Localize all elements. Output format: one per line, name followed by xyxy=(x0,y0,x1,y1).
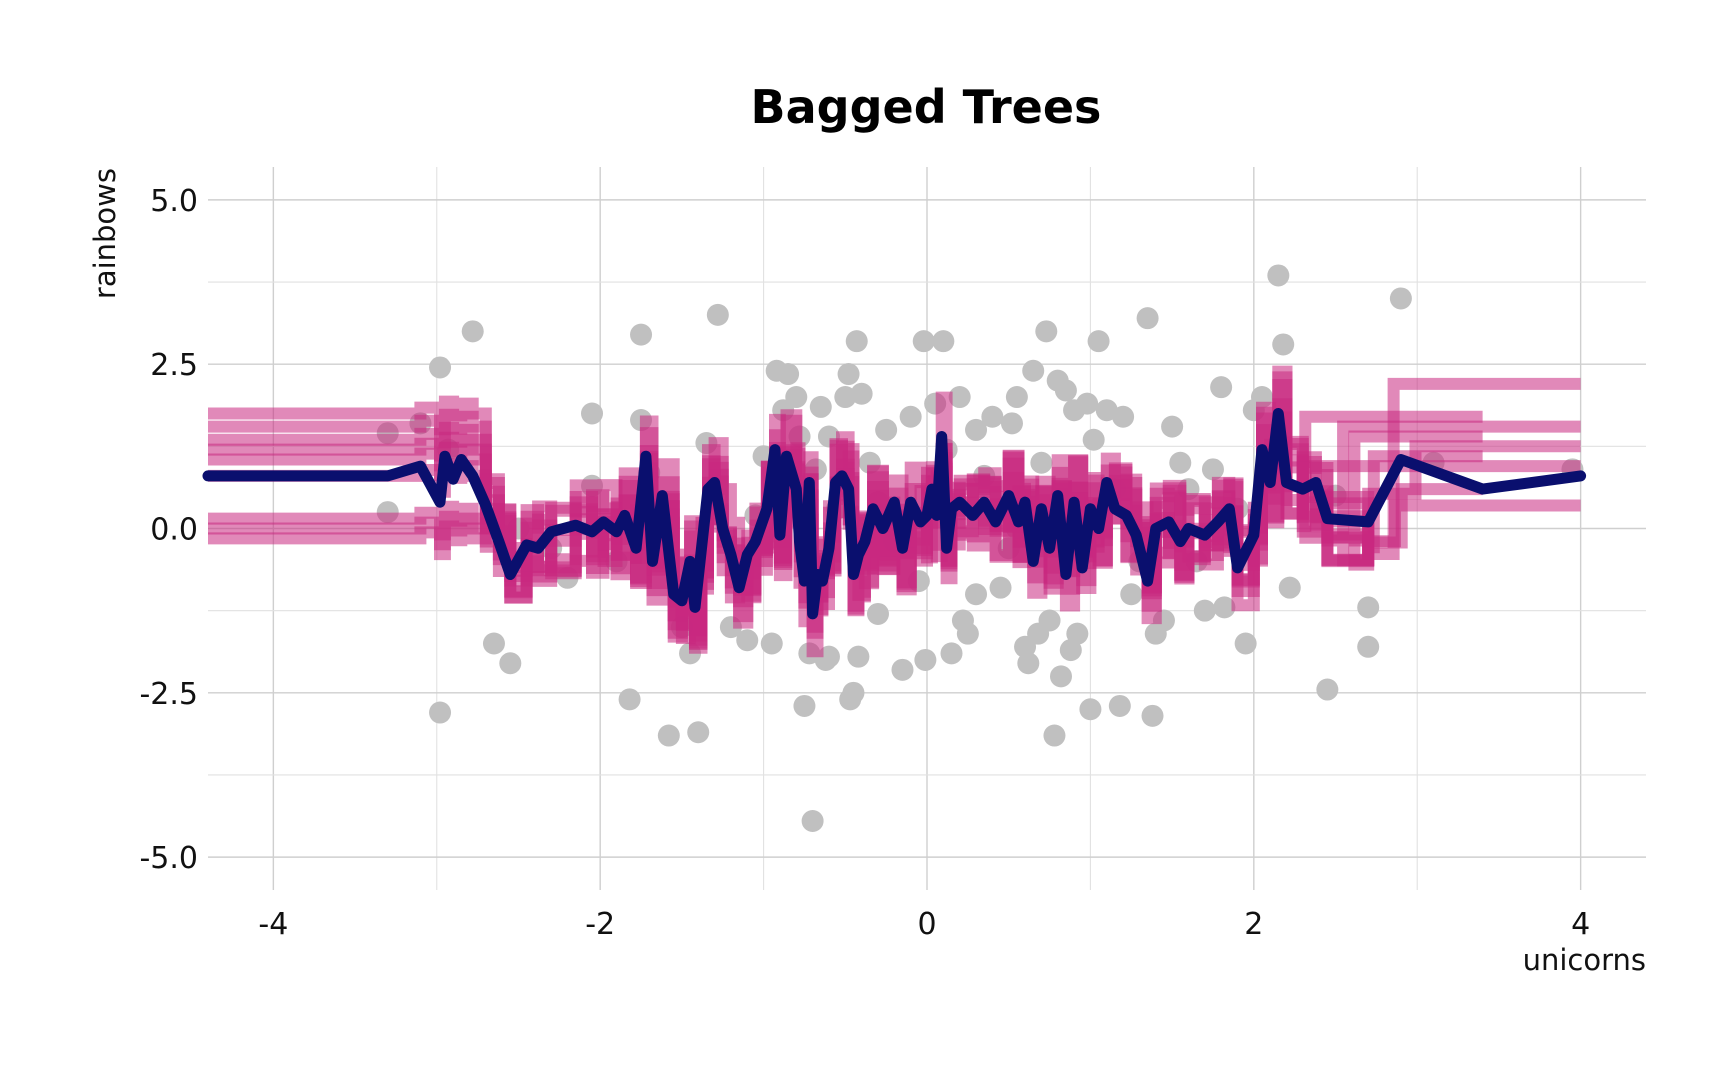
x-tick-labels: -4 -2 0 2 4 xyxy=(258,907,1590,942)
x-tick-label: 4 xyxy=(1571,907,1590,942)
average-line xyxy=(202,408,1587,620)
tree-line xyxy=(208,409,1581,650)
data-point xyxy=(965,583,988,606)
y-axis-label: rainbows xyxy=(88,168,122,299)
x-axis-label: unicorns xyxy=(1523,943,1646,977)
data-point xyxy=(842,681,865,704)
data-point xyxy=(932,330,955,353)
data-point xyxy=(657,724,680,747)
data-point xyxy=(899,405,922,428)
data-point xyxy=(1049,665,1072,688)
data-point xyxy=(461,320,484,343)
data-point xyxy=(866,602,889,625)
chart-title: Bagged Trees xyxy=(751,80,1102,134)
data-point xyxy=(630,323,653,346)
data-point xyxy=(948,386,971,409)
data-point xyxy=(1043,724,1066,747)
data-point xyxy=(1030,451,1053,474)
y-tick-label: -5.0 xyxy=(139,841,198,876)
data-point xyxy=(914,648,937,671)
data-point xyxy=(1210,376,1233,399)
data-point xyxy=(499,652,522,675)
data-point xyxy=(1000,412,1023,435)
y-tick-label: 0.0 xyxy=(150,513,198,548)
data-point xyxy=(1054,379,1077,402)
data-point xyxy=(736,629,759,652)
data-point xyxy=(706,303,729,326)
data-point xyxy=(981,405,1004,428)
data-point xyxy=(1357,596,1380,619)
data-point xyxy=(1120,583,1143,606)
data-point xyxy=(1213,596,1236,619)
data-point xyxy=(837,363,860,386)
data-point xyxy=(429,356,452,379)
data-point xyxy=(785,386,808,409)
data-point xyxy=(1038,609,1061,632)
data-point xyxy=(1272,333,1295,356)
data-point xyxy=(845,330,868,353)
data-point xyxy=(760,632,783,655)
x-tick-label: -4 xyxy=(258,907,288,942)
data-point xyxy=(429,701,452,724)
data-point xyxy=(809,395,832,418)
data-point xyxy=(912,330,935,353)
data-point xyxy=(850,382,873,405)
data-point xyxy=(801,809,824,832)
data-point xyxy=(1144,622,1167,645)
average-line-group xyxy=(202,408,1587,620)
data-point xyxy=(1136,307,1159,330)
data-point xyxy=(581,402,604,425)
data-point xyxy=(1022,359,1045,382)
data-point xyxy=(891,658,914,681)
data-point xyxy=(1267,264,1290,287)
data-point xyxy=(1193,599,1216,622)
data-point xyxy=(847,645,870,668)
data-point xyxy=(1035,320,1058,343)
data-point xyxy=(1278,576,1301,599)
data-point xyxy=(1108,694,1131,717)
data-point xyxy=(1076,392,1099,415)
y-tick-labels: 5.0 2.5 0.0 -2.5 -5.0 xyxy=(139,184,198,876)
data-point xyxy=(1005,386,1028,409)
data-point xyxy=(940,642,963,665)
data-point xyxy=(1087,330,1110,353)
x-tick-label: -2 xyxy=(585,907,615,942)
data-point xyxy=(1169,451,1192,474)
data-point xyxy=(1316,678,1339,701)
data-point xyxy=(1161,415,1184,438)
data-point xyxy=(687,721,710,744)
data-point xyxy=(482,632,505,655)
data-point xyxy=(956,622,979,645)
data-point xyxy=(1357,635,1380,658)
data-point xyxy=(875,418,898,441)
data-point xyxy=(1201,458,1224,481)
data-point xyxy=(834,386,857,409)
data-point xyxy=(1141,704,1164,727)
data-point xyxy=(1079,698,1102,721)
data-point xyxy=(1389,287,1412,310)
y-tick-label: 2.5 xyxy=(150,348,198,383)
data-point xyxy=(1082,428,1105,451)
data-point xyxy=(618,688,641,711)
data-point xyxy=(1066,622,1089,645)
data-point xyxy=(989,576,1012,599)
data-point xyxy=(965,418,988,441)
data-point xyxy=(1017,652,1040,675)
x-tick-label: 0 xyxy=(917,907,936,942)
data-point xyxy=(777,363,800,386)
data-point xyxy=(1234,632,1257,655)
y-tick-label: -2.5 xyxy=(139,677,198,712)
x-tick-label: 2 xyxy=(1244,907,1263,942)
data-point xyxy=(793,694,816,717)
data-point xyxy=(1112,405,1135,428)
y-tick-label: 5.0 xyxy=(150,184,198,219)
